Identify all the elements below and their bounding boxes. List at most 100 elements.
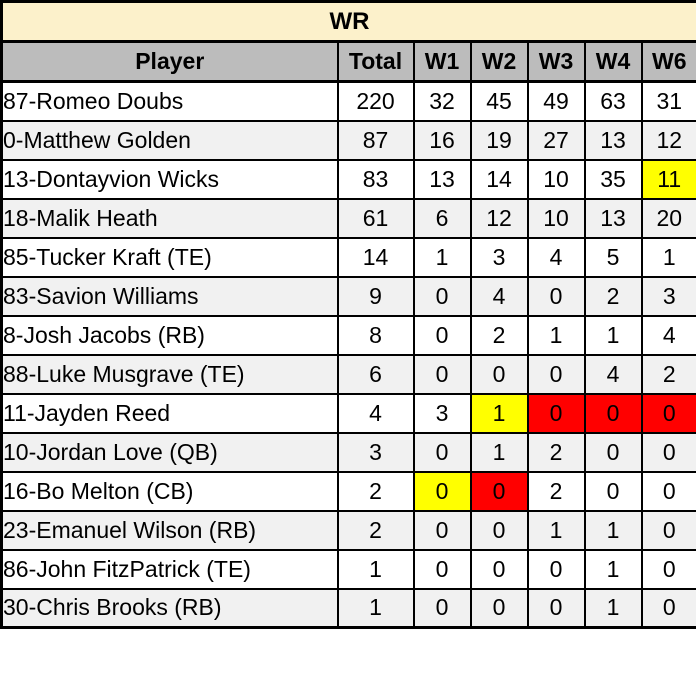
player-name-cell: 87-Romeo Doubs xyxy=(0,80,339,122)
week-value-cell: 5 xyxy=(583,236,643,278)
player-name-cell: 88-Luke Musgrave (TE) xyxy=(0,353,339,395)
week-value-cell: 11 xyxy=(640,158,696,200)
week-value-cell: 0 xyxy=(526,275,586,317)
week-value-cell: 0 xyxy=(640,470,696,512)
week-value-cell: 19 xyxy=(469,119,529,161)
week-value-cell: 1 xyxy=(412,236,472,278)
week-value-cell: 0 xyxy=(469,353,529,395)
total-value-cell: 4 xyxy=(336,392,415,434)
column-header-w6: W6 xyxy=(640,40,696,83)
week-value-cell: 1 xyxy=(526,314,586,356)
week-value-cell: 4 xyxy=(526,236,586,278)
week-value-cell: 0 xyxy=(469,548,529,590)
table-title-row: WR xyxy=(0,0,696,43)
player-name-cell: 83-Savion Williams xyxy=(0,275,339,317)
week-value-cell: 63 xyxy=(583,80,643,122)
player-name-cell: 86-John FitzPatrick (TE) xyxy=(0,548,339,590)
week-value-cell: 13 xyxy=(583,119,643,161)
player-name-cell: 18-Malik Heath xyxy=(0,197,339,239)
total-value-cell: 220 xyxy=(336,80,415,122)
table-row: 10-Jordan Love (QB) 3 0 1 2 0 0 xyxy=(0,431,696,473)
week-value-cell: 4 xyxy=(583,353,643,395)
table-row: 13-Dontayvion Wicks 83 13 14 10 35 11 xyxy=(0,158,696,200)
week-value-cell: 0 xyxy=(640,509,696,551)
table-row: 83-Savion Williams 9 0 4 0 2 3 xyxy=(0,275,696,317)
column-header-w2: W2 xyxy=(469,40,529,83)
week-value-cell: 4 xyxy=(640,314,696,356)
week-value-cell: 35 xyxy=(583,158,643,200)
table-row: 11-Jayden Reed 4 3 1 0 0 0 xyxy=(0,392,696,434)
week-value-cell: 1 xyxy=(583,314,643,356)
week-value-cell: 0 xyxy=(583,431,643,473)
week-value-cell: 0 xyxy=(640,548,696,590)
total-value-cell: 61 xyxy=(336,197,415,239)
week-value-cell: 0 xyxy=(469,509,529,551)
week-value-cell: 0 xyxy=(640,392,696,434)
week-value-cell: 0 xyxy=(640,431,696,473)
week-value-cell: 1 xyxy=(526,509,586,551)
week-value-cell: 0 xyxy=(412,275,472,317)
column-header-total: Total xyxy=(336,40,415,83)
total-value-cell: 83 xyxy=(336,158,415,200)
week-value-cell: 0 xyxy=(526,392,586,434)
table-row: 16-Bo Melton (CB) 2 0 0 2 0 0 xyxy=(0,470,696,512)
player-name-cell: 11-Jayden Reed xyxy=(0,392,339,434)
week-value-cell: 2 xyxy=(526,470,586,512)
wr-stats-table: WR Player Total W1 W2 W3 W4 W6 87-Romeo … xyxy=(0,0,696,629)
week-value-cell: 0 xyxy=(526,587,586,629)
week-value-cell: 1 xyxy=(583,548,643,590)
total-value-cell: 6 xyxy=(336,353,415,395)
table-row: 23-Emanuel Wilson (RB) 2 0 0 1 1 0 xyxy=(0,509,696,551)
week-value-cell: 0 xyxy=(583,392,643,434)
week-value-cell: 0 xyxy=(526,548,586,590)
week-value-cell: 2 xyxy=(583,275,643,317)
week-value-cell: 13 xyxy=(412,158,472,200)
week-value-cell: 0 xyxy=(412,509,472,551)
column-header-w1: W1 xyxy=(412,40,472,83)
week-value-cell: 0 xyxy=(469,470,529,512)
week-value-cell: 0 xyxy=(640,587,696,629)
table-row: 87-Romeo Doubs 220 32 45 49 63 31 xyxy=(0,80,696,122)
week-value-cell: 0 xyxy=(412,548,472,590)
week-value-cell: 6 xyxy=(412,197,472,239)
table-row: 85-Tucker Kraft (TE) 14 1 3 4 5 1 xyxy=(0,236,696,278)
week-value-cell: 0 xyxy=(412,314,472,356)
week-value-cell: 10 xyxy=(526,158,586,200)
total-value-cell: 2 xyxy=(336,509,415,551)
week-value-cell: 20 xyxy=(640,197,696,239)
table-row: 18-Malik Heath 61 6 12 10 13 20 xyxy=(0,197,696,239)
week-value-cell: 0 xyxy=(526,353,586,395)
week-value-cell: 2 xyxy=(526,431,586,473)
player-name-cell: 8-Josh Jacobs (RB) xyxy=(0,314,339,356)
week-value-cell: 0 xyxy=(412,470,472,512)
total-value-cell: 2 xyxy=(336,470,415,512)
week-value-cell: 12 xyxy=(640,119,696,161)
player-name-cell: 0-Matthew Golden xyxy=(0,119,339,161)
column-header-player: Player xyxy=(0,40,339,83)
total-value-cell: 1 xyxy=(336,548,415,590)
week-value-cell: 0 xyxy=(469,587,529,629)
player-name-cell: 30-Chris Brooks (RB) xyxy=(0,587,339,629)
week-value-cell: 45 xyxy=(469,80,529,122)
week-value-cell: 0 xyxy=(412,431,472,473)
table-row: 0-Matthew Golden 87 16 19 27 13 12 xyxy=(0,119,696,161)
week-value-cell: 27 xyxy=(526,119,586,161)
week-value-cell: 4 xyxy=(469,275,529,317)
week-value-cell: 12 xyxy=(469,197,529,239)
week-value-cell: 3 xyxy=(469,236,529,278)
week-value-cell: 0 xyxy=(412,353,472,395)
player-name-cell: 10-Jordan Love (QB) xyxy=(0,431,339,473)
week-value-cell: 2 xyxy=(640,353,696,395)
total-value-cell: 9 xyxy=(336,275,415,317)
week-value-cell: 32 xyxy=(412,80,472,122)
week-value-cell: 0 xyxy=(583,470,643,512)
total-value-cell: 3 xyxy=(336,431,415,473)
week-value-cell: 3 xyxy=(640,275,696,317)
week-value-cell: 1 xyxy=(583,587,643,629)
column-header-w3: W3 xyxy=(526,40,586,83)
table-row: 86-John FitzPatrick (TE) 1 0 0 0 1 0 xyxy=(0,548,696,590)
week-value-cell: 14 xyxy=(469,158,529,200)
total-value-cell: 8 xyxy=(336,314,415,356)
total-value-cell: 1 xyxy=(336,587,415,629)
week-value-cell: 10 xyxy=(526,197,586,239)
